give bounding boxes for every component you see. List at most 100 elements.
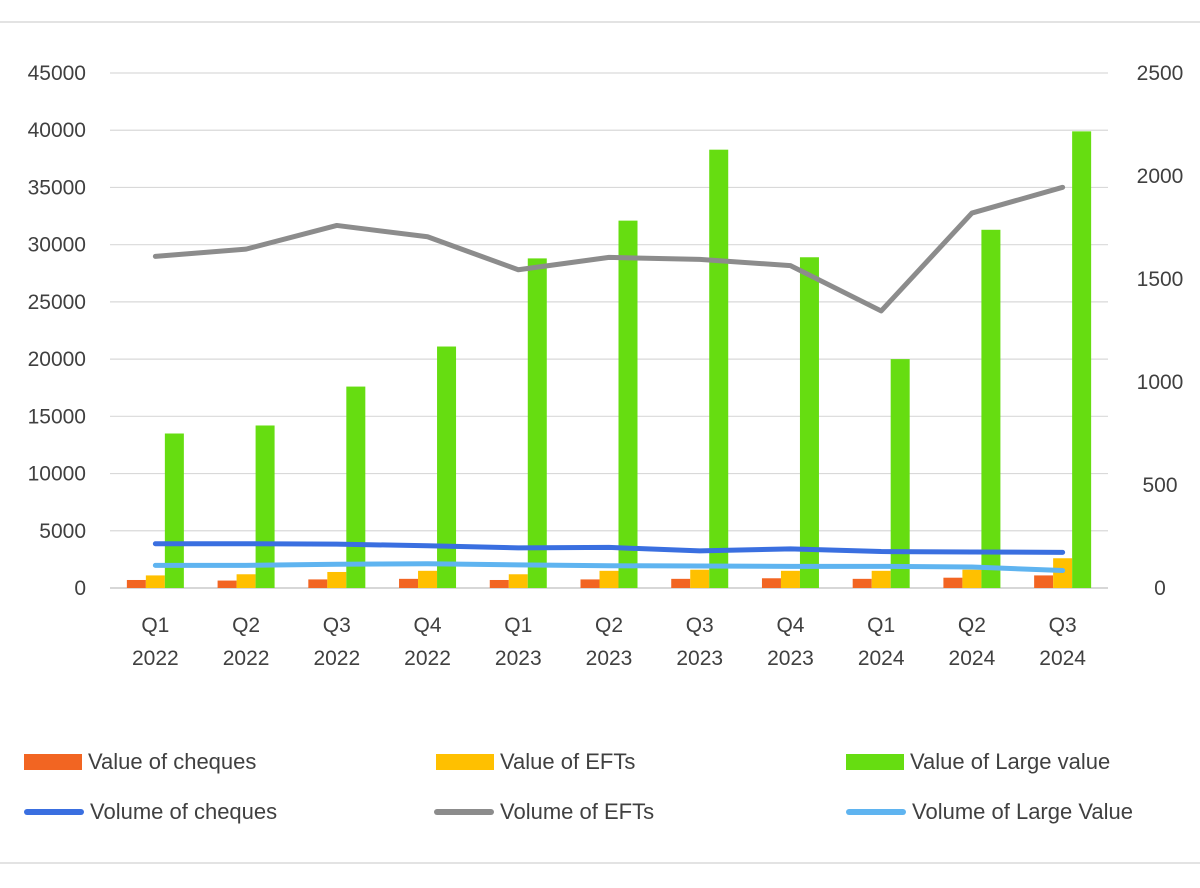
legend: Value of cheques Value of EFTs Value of … [0,735,1200,845]
legend-item-value-cheques: Value of cheques [24,747,256,777]
x-tick-label: Q1 2023 [495,614,542,670]
x-tick-label: Q2 2023 [586,614,633,670]
x-tick-label-line: 2023 [767,647,814,670]
top-border [0,21,1200,23]
x-tick-label-line: Q2 [958,614,986,637]
x-tick-label: Q4 2022 [404,614,451,670]
bottom-border [0,862,1200,864]
x-tick-label-line: 2023 [676,647,723,670]
x-tick-label: Q2 2024 [949,614,996,670]
lines [152,184,1066,573]
bar [852,578,872,588]
y-tick-label-left: 40000 [28,119,86,142]
legend-item-volume-large: Volume of Large Value [846,797,1133,827]
x-tick-label: Q3 2023 [676,614,723,670]
legend-item-volume-cheques: Volume of cheques [24,797,277,827]
x-tick-label-line: 2022 [404,647,451,670]
y-tick-label-left: 25000 [28,291,86,314]
x-tick-label: Q1 2022 [132,614,179,670]
y-tick-label-left: 0 [74,577,86,600]
y-tick-label-left: 10000 [28,463,86,486]
bar [1053,558,1073,588]
x-tick-label-line: Q3 [323,614,351,637]
x-tick-label: Q2 2022 [223,614,270,670]
y-tick-label-right: 2500 [1137,62,1184,85]
x-tick-label-line: 2023 [586,647,633,670]
bar [981,229,1001,589]
bar [255,425,275,588]
bar [780,570,800,588]
x-axis-labels: Q1 2022 Q2 2022 Q3 2022 Q4 2022 Q1 2023 Q2 2023 Q3 20… [132,614,1086,670]
x-tick-label-line: Q2 [595,614,623,637]
legend-swatch-value-cheques [24,754,82,770]
bar [671,578,691,588]
y-tick-label-left: 30000 [28,234,86,257]
x-tick-label-line: 2022 [313,647,360,670]
x-tick-label-line: Q3 [686,614,714,637]
x-tick-label-line: Q4 [776,614,804,637]
y-tick-label-left: 35000 [28,176,86,199]
bar [489,579,509,588]
y-tick-label-right: 1500 [1137,268,1184,291]
legend-label: Volume of Large Value [912,799,1133,824]
x-tick-label-line: 2022 [132,647,179,670]
series-line [152,541,1066,555]
y-tick-label-right: 2000 [1137,165,1184,188]
series-line [152,184,1066,314]
y-tick-label-left: 15000 [28,405,86,428]
bar [327,571,347,588]
bar [1072,131,1092,588]
bar [418,570,438,588]
legend-item-value-large: Value of Large value [846,747,1110,777]
bar [145,575,165,588]
x-tick-label-line: 2022 [223,647,270,670]
x-tick-label-line: Q1 [141,614,169,637]
bar [126,579,146,588]
y-tick-label-left: 45000 [28,62,86,85]
bar [508,574,528,588]
bar [709,149,729,588]
legend-swatch-value-large [846,754,904,770]
x-tick-label: Q1 2024 [858,614,905,670]
bar [890,359,910,588]
x-tick-label: Q3 2022 [313,614,360,670]
bar [618,220,638,588]
bar [690,569,710,588]
y-tick-label-left: 20000 [28,348,86,371]
x-tick-label: Q3 2024 [1039,614,1086,670]
x-tick-label: Q4 2023 [767,614,814,670]
bar [308,579,328,588]
bar [871,570,891,588]
x-tick-label-line: Q1 [504,614,532,637]
legend-swatch-volume-cheques [24,809,84,815]
y-tick-label-right: 500 [1142,474,1177,497]
legend-label: Value of cheques [88,749,257,774]
x-tick-label-line: Q3 [1049,614,1077,637]
legend-swatch-volume-large [846,809,906,815]
x-tick-label-line: 2024 [1039,647,1086,670]
y-tick-label-left: 5000 [39,520,86,543]
y-tick-label-right: 0 [1154,577,1166,600]
x-tick-label-line: 2023 [495,647,542,670]
legend-label: Value of EFTs [500,749,636,774]
bar [962,569,982,588]
legend-label: Volume of cheques [90,799,278,824]
bar [943,577,963,588]
bar [164,433,184,588]
x-tick-label-line: 2024 [949,647,996,670]
bar [580,579,600,588]
bar [527,258,547,588]
y-tick-label-right: 1000 [1137,371,1184,394]
right-axis-ticks: 0 500 1000 1500 2000 2500 [1137,62,1184,600]
legend-label: Volume of EFTs [500,799,655,824]
legend-label: Value of Large value [910,749,1111,774]
x-tick-label-line: Q1 [867,614,895,637]
bar [599,570,619,588]
x-tick-label-line: Q4 [414,614,442,637]
legend-item-volume-efts: Volume of EFTs [434,797,654,827]
bar [437,346,457,588]
bar [399,578,419,588]
left-axis-ticks: 0 5000 10000 15000 20000 25000 30000 35000 40000… [28,62,86,600]
legend-swatch-value-efts [436,754,494,770]
